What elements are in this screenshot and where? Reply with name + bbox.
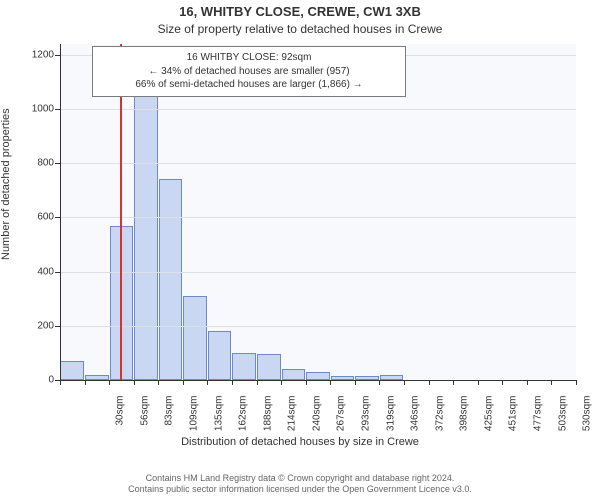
footer: Contains HM Land Registry data © Crown c… bbox=[0, 473, 600, 496]
histogram-bar bbox=[282, 369, 306, 380]
y-tick-label: 0 bbox=[20, 375, 54, 386]
title-sub: Size of property relative to detached ho… bbox=[0, 22, 600, 36]
x-tick-mark bbox=[232, 380, 233, 385]
x-tick-mark bbox=[576, 380, 577, 385]
y-tick-mark bbox=[55, 217, 60, 218]
x-tick-mark bbox=[207, 380, 208, 385]
y-tick-mark bbox=[55, 109, 60, 110]
x-tick-mark bbox=[453, 380, 454, 385]
info-line-3: 66% of semi-detached houses are larger (… bbox=[101, 78, 397, 92]
chart-container: 16, WHITBY CLOSE, CREWE, CW1 3XB Size of… bbox=[0, 0, 600, 500]
x-tick-mark bbox=[379, 380, 380, 385]
x-tick-mark bbox=[306, 380, 307, 385]
title-main: 16, WHITBY CLOSE, CREWE, CW1 3XB bbox=[0, 4, 600, 19]
x-tick-mark bbox=[527, 380, 528, 385]
histogram-bar bbox=[159, 179, 183, 380]
x-tick-mark bbox=[355, 380, 356, 385]
gridline bbox=[60, 217, 576, 218]
y-tick-mark bbox=[55, 272, 60, 273]
histogram-bar bbox=[257, 354, 281, 380]
y-tick-label: 1000 bbox=[20, 104, 54, 115]
x-tick-mark bbox=[134, 380, 135, 385]
y-tick-mark bbox=[55, 55, 60, 56]
gridline bbox=[60, 163, 576, 164]
x-tick-mark bbox=[158, 380, 159, 385]
x-axis-label: Distribution of detached houses by size … bbox=[0, 436, 600, 448]
x-tick-mark bbox=[109, 380, 110, 385]
y-axis-line bbox=[60, 44, 61, 380]
histogram-bar bbox=[183, 296, 207, 380]
histogram-bar bbox=[306, 372, 330, 380]
y-tick-label: 600 bbox=[20, 212, 54, 223]
histogram-bar bbox=[208, 331, 232, 380]
y-tick-label: 400 bbox=[20, 266, 54, 277]
histogram-bar bbox=[232, 353, 256, 380]
y-tick-mark bbox=[55, 326, 60, 327]
y-tick-label: 200 bbox=[20, 320, 54, 331]
x-tick-mark bbox=[183, 380, 184, 385]
x-tick-mark bbox=[60, 380, 61, 385]
x-tick-mark bbox=[551, 380, 552, 385]
x-tick-mark bbox=[429, 380, 430, 385]
footer-line-2: Contains public sector information licen… bbox=[0, 484, 600, 496]
x-tick-mark bbox=[404, 380, 405, 385]
histogram-bar bbox=[60, 361, 84, 380]
y-tick-label: 800 bbox=[20, 158, 54, 169]
info-line-1: 16 WHITBY CLOSE: 92sqm bbox=[101, 51, 397, 65]
x-tick-mark bbox=[478, 380, 479, 385]
footer-line-1: Contains HM Land Registry data © Crown c… bbox=[0, 473, 600, 485]
x-tick-mark bbox=[257, 380, 258, 385]
gridline bbox=[60, 326, 576, 327]
y-axis-label: Number of detached properties bbox=[0, 108, 12, 260]
gridline bbox=[60, 272, 576, 273]
histogram-bar bbox=[134, 93, 158, 380]
x-tick-mark bbox=[330, 380, 331, 385]
gridline bbox=[60, 109, 576, 110]
y-tick-label: 1200 bbox=[20, 49, 54, 60]
x-tick-mark bbox=[85, 380, 86, 385]
x-axis-line bbox=[60, 380, 576, 381]
info-line-2: ← 34% of detached houses are smaller (95… bbox=[101, 65, 397, 79]
info-box: 16 WHITBY CLOSE: 92sqm ← 34% of detached… bbox=[92, 46, 406, 97]
y-tick-mark bbox=[55, 163, 60, 164]
x-tick-mark bbox=[281, 380, 282, 385]
x-tick-mark bbox=[502, 380, 503, 385]
